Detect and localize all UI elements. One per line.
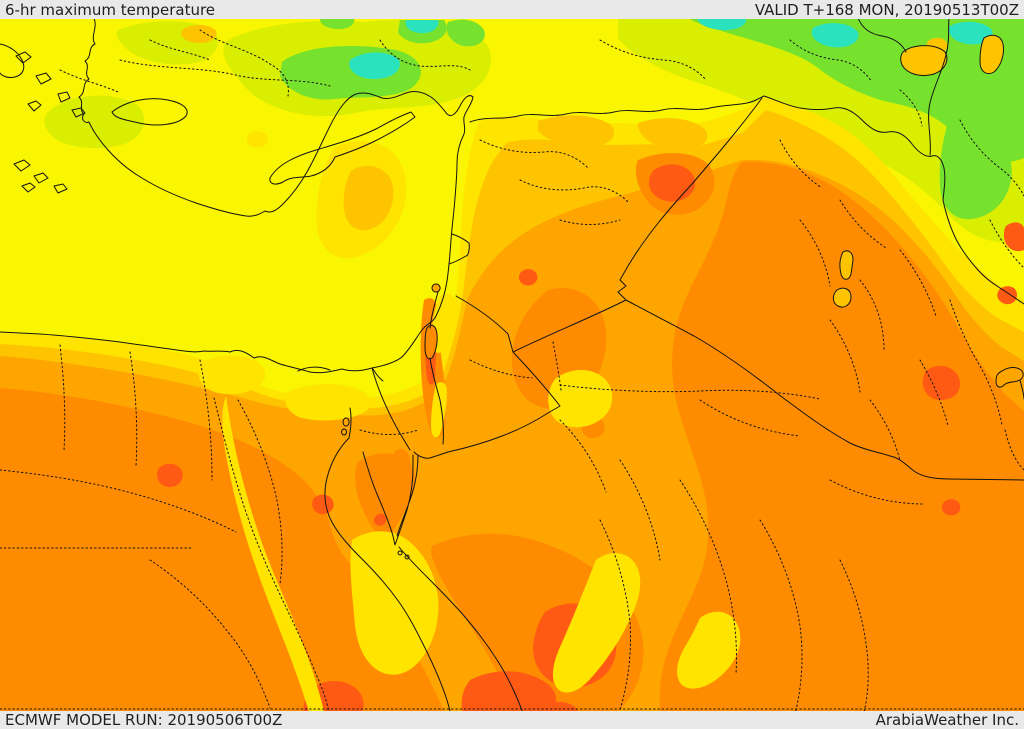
mediterranean-coastline <box>0 17 474 374</box>
map-title: 6-hr maximum temperature <box>5 1 216 19</box>
admin-borders <box>0 29 1024 729</box>
dead-sea <box>424 324 438 360</box>
lake-tharthar <box>839 250 854 280</box>
border-north-diagonals <box>469 17 1024 481</box>
admin-borders-south <box>0 299 1024 729</box>
lake-van <box>900 45 948 77</box>
temp-deep-orange-regions <box>0 152 1024 729</box>
temp-deep-yellow-overlay-patches <box>198 131 741 729</box>
sea-of-galilee <box>431 283 441 293</box>
lake-urmia <box>979 34 1004 75</box>
brand-label: ArabiaWeather Inc. <box>875 711 1019 729</box>
lakes <box>424 34 1004 360</box>
temp-amber-overlay-patches <box>343 165 394 231</box>
red-sea-coastline <box>324 407 527 729</box>
model-run-label: ECMWF MODEL RUN: 20190506T00Z <box>5 711 283 729</box>
map-footer-bar: ECMWF MODEL RUN: 20190506T00Z ArabiaWeat… <box>0 711 1024 729</box>
border-levant <box>371 233 561 459</box>
temp-cyan-cores <box>349 18 993 79</box>
admin-borders-north <box>59 29 1024 351</box>
lake-razzaza <box>832 287 852 308</box>
temp-green-regions <box>280 18 1024 220</box>
country-borders <box>371 17 1024 481</box>
valid-time-label: VALID T+168 MON, 20190513T00Z <box>754 1 1019 19</box>
map-header-bar: 6-hr maximum temperature VALID T+168 MON… <box>0 0 1024 19</box>
